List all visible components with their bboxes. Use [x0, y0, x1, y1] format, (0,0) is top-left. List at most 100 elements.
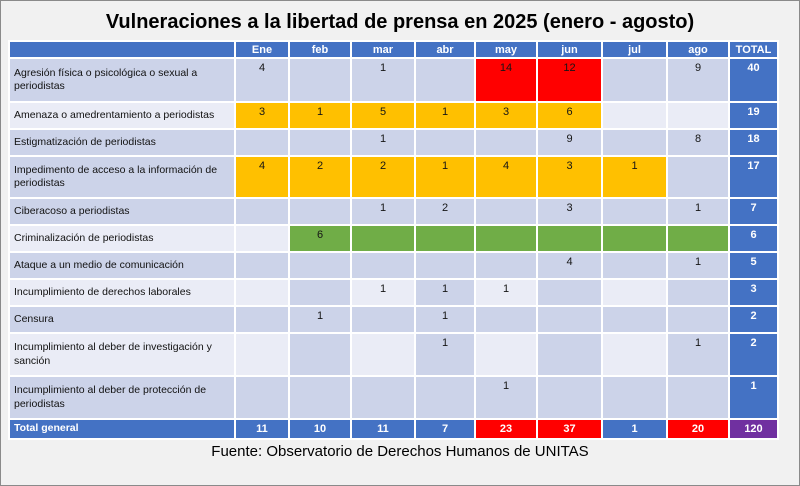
table-cell: 1 — [603, 157, 666, 197]
table-cell — [476, 253, 536, 278]
table-cell — [236, 130, 288, 155]
table-cell — [476, 130, 536, 155]
total-cell: 11 — [236, 420, 288, 438]
table-cell — [538, 307, 601, 332]
table-cell — [603, 130, 666, 155]
column-header-ene: Ene — [236, 42, 288, 57]
row-label: Agresión física o psicológica o sexual a… — [10, 59, 234, 101]
table-cell: 1 — [476, 280, 536, 305]
column-header-jun: jun — [538, 42, 601, 57]
table-row: Incumplimiento al deber de investigación… — [10, 334, 777, 375]
total-row: Total general 11 10 11 7 23 37 1 20 120 — [10, 420, 777, 438]
table-cell — [476, 199, 536, 224]
table-cell — [236, 334, 288, 375]
header-row: Ene feb mar abr may jun jul ago TOTAL — [10, 42, 777, 57]
table-cell — [236, 253, 288, 278]
table-cell: 1 — [290, 103, 350, 128]
table-cell — [668, 226, 728, 251]
column-header-mar: mar — [352, 42, 414, 57]
row-total-cell: 3 — [730, 280, 777, 305]
table-cell — [538, 280, 601, 305]
table-cell — [290, 199, 350, 224]
table-cell — [290, 334, 350, 375]
table-cell: 1 — [416, 103, 474, 128]
row-total-cell: 6 — [730, 226, 777, 251]
table-cell: 2 — [290, 157, 350, 197]
table-cell: 8 — [668, 130, 728, 155]
total-row-label: Total general — [10, 420, 234, 438]
table-cell — [603, 199, 666, 224]
row-label: Criminalización de periodistas — [10, 226, 234, 251]
table-cell — [416, 253, 474, 278]
table-cell — [603, 334, 666, 375]
table-cell: 1 — [668, 199, 728, 224]
row-label: Estigmatización de periodistas — [10, 130, 234, 155]
row-total-cell: 18 — [730, 130, 777, 155]
table-cell: 4 — [538, 253, 601, 278]
table-cell: 1 — [290, 307, 350, 332]
table-cell — [290, 377, 350, 418]
table-cell: 3 — [236, 103, 288, 128]
row-total-cell: 19 — [730, 103, 777, 128]
table-cell — [603, 280, 666, 305]
table-cell — [668, 157, 728, 197]
table-cell — [352, 377, 414, 418]
table-cell: 4 — [236, 157, 288, 197]
column-header-jul: jul — [603, 42, 666, 57]
row-label: Amenaza o amedrentamiento a periodistas — [10, 103, 234, 128]
row-label: Incumplimiento de derechos laborales — [10, 280, 234, 305]
table-cell — [668, 280, 728, 305]
table-cell: 1 — [476, 377, 536, 418]
table-cell — [236, 226, 288, 251]
table-cell: 1 — [416, 280, 474, 305]
row-label: Incumplimiento al deber de protección de… — [10, 377, 234, 418]
table-row: Incumplimiento de derechos laborales 1 1… — [10, 280, 777, 305]
table-cell: 6 — [538, 103, 601, 128]
table-cell — [538, 334, 601, 375]
table-cell: 1 — [668, 253, 728, 278]
table-cell — [352, 253, 414, 278]
table-cell: 1 — [416, 307, 474, 332]
total-cell: 20 — [668, 420, 728, 438]
table-cell — [236, 307, 288, 332]
table-cell — [290, 59, 350, 101]
total-cell: 37 — [538, 420, 601, 438]
table-cell — [476, 334, 536, 375]
data-table: Ene feb mar abr may jun jul ago TOTAL Ag… — [8, 40, 779, 440]
table-cell: 1 — [668, 334, 728, 375]
total-cell: 10 — [290, 420, 350, 438]
row-label: Censura — [10, 307, 234, 332]
table-cell: 1 — [352, 199, 414, 224]
table-cell: 4 — [236, 59, 288, 101]
table-cell — [603, 103, 666, 128]
row-total-cell: 1 — [730, 377, 777, 418]
total-cell: 1 — [603, 420, 666, 438]
table-row: Ataque a un medio de comunicación 4 1 5 — [10, 253, 777, 278]
table-cell — [416, 226, 474, 251]
table-cell: 5 — [352, 103, 414, 128]
column-header-total: TOTAL — [730, 42, 777, 57]
table-row: Amenaza o amedrentamiento a periodistas … — [10, 103, 777, 128]
column-header-abr: abr — [416, 42, 474, 57]
table-cell: 4 — [476, 157, 536, 197]
table-cell: 9 — [538, 130, 601, 155]
column-header-feb: feb — [290, 42, 350, 57]
table-cell: 1 — [416, 334, 474, 375]
table-cell — [352, 307, 414, 332]
table-cell — [603, 226, 666, 251]
total-cell: 7 — [416, 420, 474, 438]
column-header-may: may — [476, 42, 536, 57]
table-cell — [236, 280, 288, 305]
table-cell — [476, 226, 536, 251]
table-cell: 1 — [352, 59, 414, 101]
table-cell — [668, 103, 728, 128]
table-cell — [290, 130, 350, 155]
table-cell — [538, 377, 601, 418]
total-cell: 11 — [352, 420, 414, 438]
row-total-cell: 7 — [730, 199, 777, 224]
total-cell: 23 — [476, 420, 536, 438]
table-cell — [236, 199, 288, 224]
table-cell — [416, 377, 474, 418]
table-row: Ciberacoso a periodistas 1 2 3 1 7 — [10, 199, 777, 224]
table-cell — [290, 280, 350, 305]
